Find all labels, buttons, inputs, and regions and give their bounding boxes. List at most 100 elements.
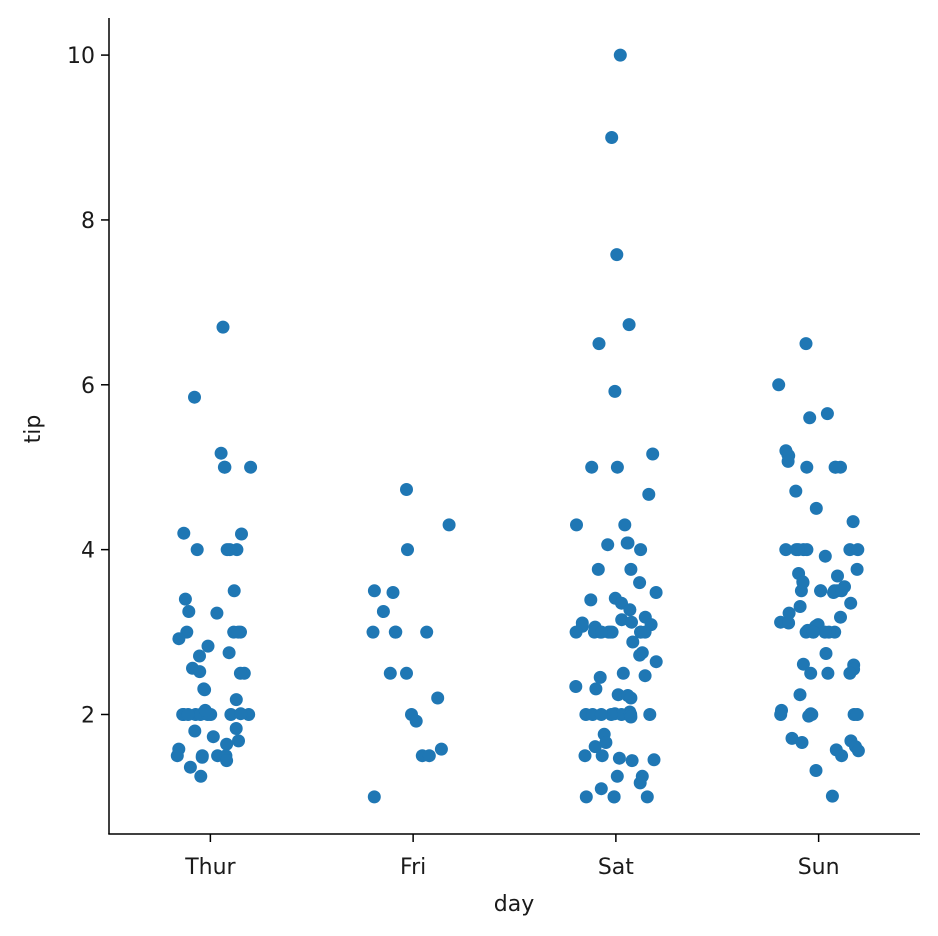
- data-point: [779, 543, 793, 557]
- data-point: [621, 536, 635, 550]
- data-point: [610, 769, 624, 783]
- data-point: [624, 691, 638, 705]
- data-point: [229, 722, 243, 735]
- data-point: [431, 691, 445, 705]
- x-axis-title: day: [494, 892, 534, 917]
- data-point: [434, 742, 448, 756]
- data-point: [616, 666, 630, 680]
- data-point: [217, 460, 231, 474]
- data-point: [818, 625, 832, 639]
- data-point: [569, 680, 583, 693]
- data-point: [782, 616, 796, 630]
- data-point: [634, 543, 648, 557]
- data-point: [835, 584, 849, 598]
- data-point: [821, 666, 835, 680]
- data-point: [803, 411, 817, 425]
- data-point: [181, 708, 195, 721]
- data-point: [633, 776, 647, 790]
- data-point: [638, 669, 652, 683]
- data-point: [831, 569, 844, 583]
- data-point: [594, 708, 608, 721]
- data-point: [800, 460, 814, 474]
- data-point: [642, 487, 656, 501]
- data-point: [401, 543, 414, 557]
- data-point: [188, 724, 202, 738]
- data-point: [206, 730, 220, 744]
- data-point: [774, 708, 788, 721]
- data-point: [234, 707, 248, 721]
- data-point: [772, 378, 786, 392]
- data-point: [634, 625, 648, 639]
- data-point: [799, 337, 813, 351]
- data-point: [622, 318, 636, 332]
- data-point: [610, 460, 624, 474]
- data-points: [170, 48, 865, 804]
- data-point: [216, 320, 230, 334]
- data-point: [193, 649, 206, 663]
- data-point: [595, 625, 608, 639]
- data-point: [624, 710, 638, 724]
- data-point: [578, 749, 592, 763]
- data-point: [376, 605, 390, 618]
- data-point: [231, 625, 245, 639]
- data-point: [214, 446, 228, 460]
- data-point: [366, 625, 380, 639]
- y-axis-title: tip: [21, 415, 46, 444]
- data-point: [367, 584, 381, 598]
- data-point: [183, 760, 197, 774]
- data-point: [608, 384, 622, 398]
- data-point: [195, 749, 209, 763]
- data-point: [844, 596, 858, 610]
- data-point: [781, 454, 795, 468]
- data-point: [595, 749, 609, 763]
- data-point: [422, 749, 436, 763]
- data-point: [607, 790, 621, 804]
- data-point: [782, 606, 796, 620]
- data-point: [802, 709, 816, 723]
- data-point: [604, 708, 618, 721]
- data-point: [170, 749, 184, 763]
- data-point: [235, 527, 248, 541]
- data-point: [809, 501, 823, 515]
- data-point: [613, 48, 627, 62]
- data-point: [625, 615, 638, 629]
- data-point: [172, 632, 186, 646]
- x-axis-ticks: Thur Fri Sat Sun: [184, 834, 840, 880]
- data-point: [570, 518, 583, 532]
- data-point: [588, 740, 602, 754]
- data-point: [198, 683, 212, 697]
- data-point: [785, 731, 799, 745]
- data-point: [599, 736, 613, 749]
- data-point: [835, 749, 849, 763]
- data-point: [605, 131, 619, 144]
- data-point: [633, 576, 647, 590]
- data-point: [626, 635, 640, 649]
- data-point: [210, 606, 224, 620]
- data-point: [442, 518, 456, 532]
- data-point: [818, 549, 832, 563]
- data-point: [820, 407, 834, 421]
- data-point: [585, 460, 599, 474]
- data-point: [601, 538, 615, 552]
- data-point: [188, 390, 201, 404]
- data-point: [647, 753, 661, 767]
- data-point: [624, 562, 638, 576]
- data-point: [409, 714, 423, 728]
- data-point: [227, 584, 241, 598]
- data-point: [814, 584, 828, 598]
- data-point: [388, 625, 402, 639]
- data-point: [178, 592, 192, 606]
- data-point: [232, 734, 245, 748]
- data-point: [592, 337, 606, 351]
- x-tick-label: Fri: [400, 855, 426, 880]
- data-point: [834, 610, 847, 624]
- data-point: [646, 447, 660, 461]
- data-point: [623, 603, 637, 617]
- data-point: [584, 593, 598, 607]
- data-point: [201, 639, 215, 653]
- data-point: [220, 737, 234, 751]
- data-point: [182, 605, 196, 618]
- data-point: [400, 483, 413, 496]
- data-point: [420, 625, 434, 639]
- x-tick-label: Sun: [798, 855, 840, 880]
